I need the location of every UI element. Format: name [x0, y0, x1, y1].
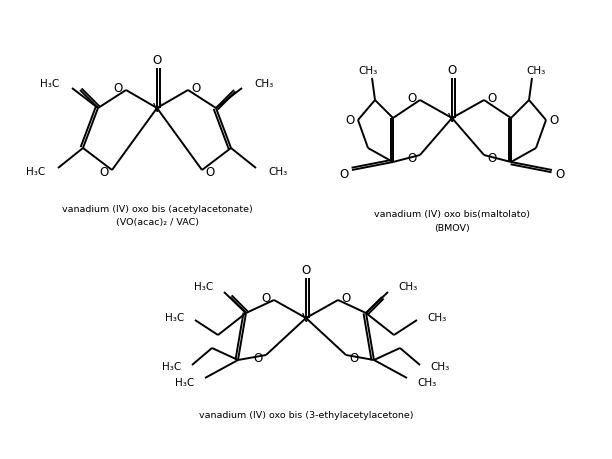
Text: vanadium (IV) oxo bis (3-ethylacetylacetone): vanadium (IV) oxo bis (3-ethylacetylacet… [199, 410, 413, 420]
Text: CH₃: CH₃ [417, 378, 436, 388]
Text: V: V [302, 312, 310, 325]
Text: H₃C: H₃C [165, 313, 185, 323]
Text: V: V [153, 101, 161, 114]
Text: O: O [340, 168, 349, 180]
Text: O: O [487, 91, 496, 105]
Text: vanadium (IV) oxo bis(maltolato): vanadium (IV) oxo bis(maltolato) [374, 211, 530, 219]
Text: (BMOV): (BMOV) [434, 224, 470, 233]
Text: (VO(acac)₂ / VAC): (VO(acac)₂ / VAC) [116, 218, 198, 228]
Text: O: O [487, 151, 496, 164]
Text: O: O [261, 291, 271, 304]
Text: H₃C: H₃C [162, 362, 182, 372]
Text: O: O [152, 55, 162, 67]
Text: V: V [448, 112, 457, 124]
Text: H₃C: H₃C [40, 79, 59, 89]
Text: CH₃: CH₃ [398, 282, 417, 292]
Text: CH₃: CH₃ [269, 167, 288, 177]
Text: O: O [206, 167, 215, 179]
Text: O: O [192, 82, 201, 95]
Text: H₃C: H₃C [26, 167, 46, 177]
Text: O: O [345, 113, 354, 127]
Text: H₃C: H₃C [195, 282, 214, 292]
Text: CH₃: CH₃ [430, 362, 450, 372]
Text: CH₃: CH₃ [427, 313, 447, 323]
Text: O: O [113, 82, 122, 95]
Text: vanadium (IV) oxo bis (acetylacetonate): vanadium (IV) oxo bis (acetylacetonate) [62, 206, 252, 214]
Text: CH₃: CH₃ [255, 79, 274, 89]
Text: CH₃: CH₃ [526, 66, 546, 76]
Text: O: O [301, 264, 311, 278]
Text: O: O [349, 352, 359, 364]
Text: CH₃: CH₃ [359, 66, 378, 76]
Text: O: O [341, 291, 351, 304]
Text: O: O [408, 151, 417, 164]
Text: O: O [253, 352, 263, 364]
Text: H₃C: H₃C [176, 378, 195, 388]
Text: O: O [99, 167, 108, 179]
Text: O: O [555, 168, 565, 180]
Text: O: O [408, 91, 417, 105]
Text: O: O [447, 65, 457, 78]
Text: O: O [550, 113, 559, 127]
